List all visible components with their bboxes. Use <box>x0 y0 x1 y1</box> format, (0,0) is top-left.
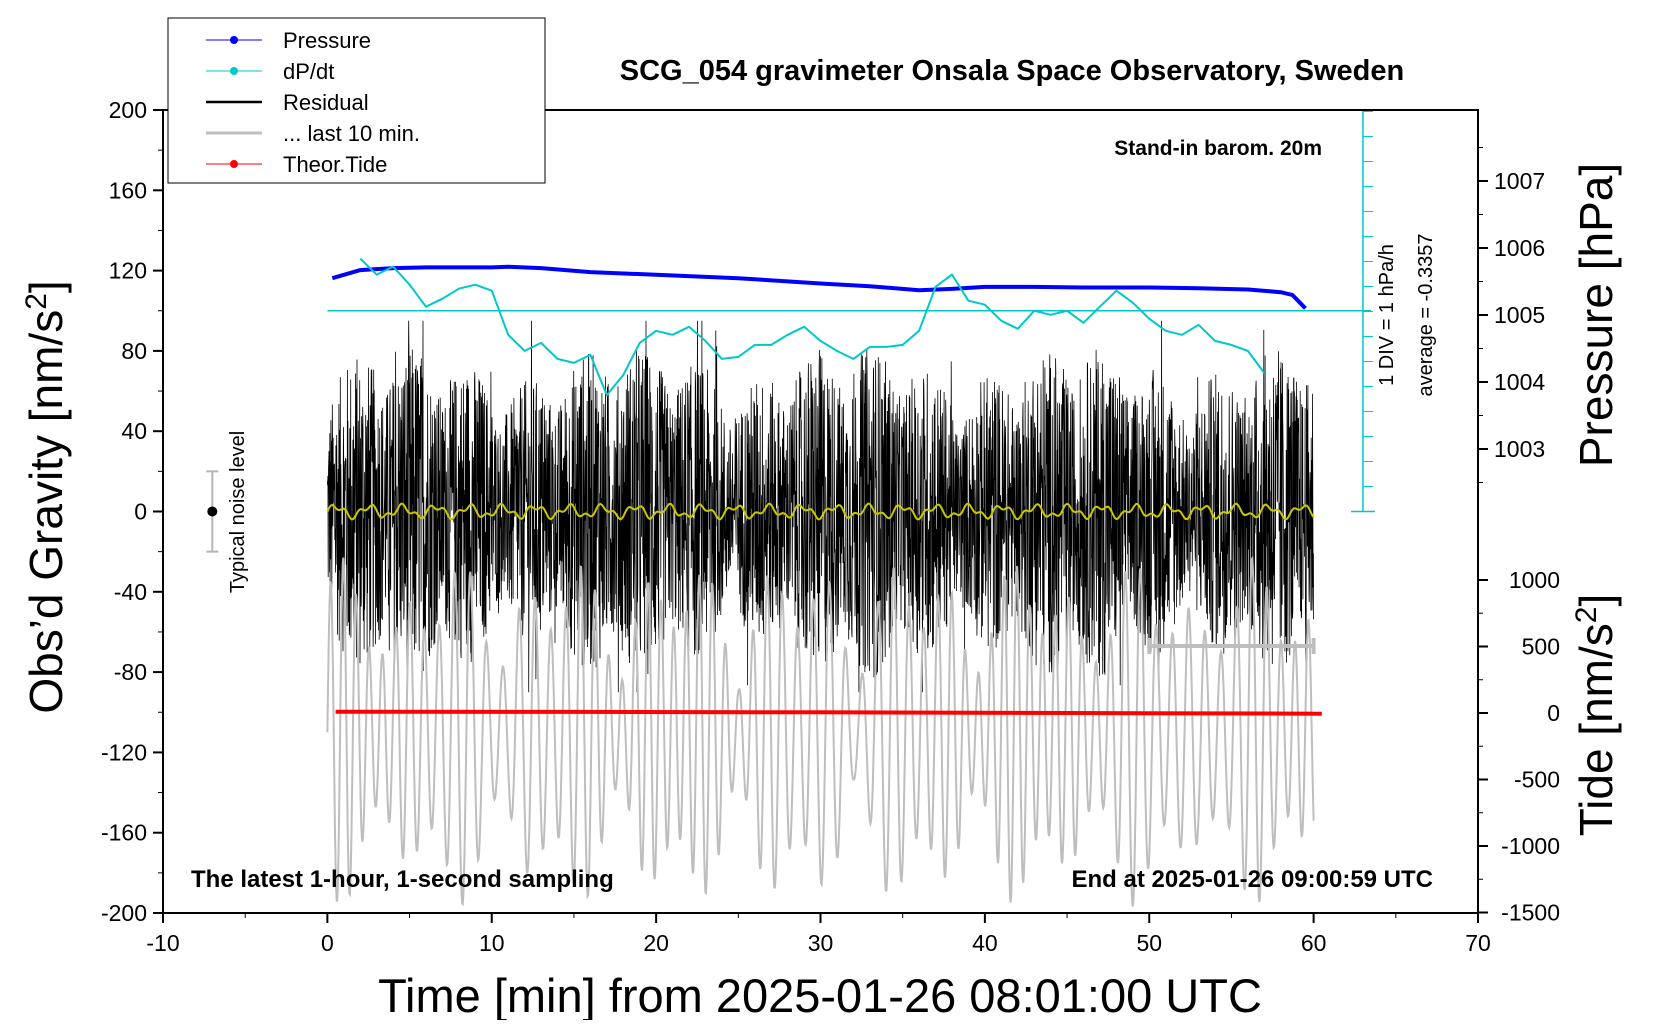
theor-tide-series <box>335 709 1322 716</box>
legend-label: Residual <box>283 90 369 115</box>
x-tick-label: 20 <box>643 930 669 956</box>
tide-tick-label: 500 <box>1522 634 1560 660</box>
y-left-tick-label: 80 <box>121 338 147 364</box>
y-right-tide-label: Tide [nm/s2] <box>1570 594 1623 837</box>
dp-dt-series <box>359 257 1266 397</box>
x-tick-label: 70 <box>1465 930 1491 956</box>
x-tick-label: 10 <box>479 930 505 956</box>
bottom-right-label: End at 2025-01-26 09:00:59 UTC <box>1072 866 1434 893</box>
y-left-tick-label: 160 <box>109 177 147 203</box>
y-left-tick-label: -120 <box>101 739 147 765</box>
y-left-tick-label: 40 <box>121 418 147 444</box>
x-tick-label: 40 <box>972 930 998 956</box>
y-left-tick-label: -200 <box>101 900 147 926</box>
y-right-pressure-label: Pressure [hPa] <box>1570 163 1622 467</box>
pressure-tick-label: 1003 <box>1494 436 1545 462</box>
last-10-min-line <box>326 555 1315 907</box>
noise-bar-dot <box>207 506 218 517</box>
pressure-tick-label: 1006 <box>1494 235 1545 261</box>
pressure-tick-label: 1004 <box>1494 369 1545 395</box>
legend-marker <box>230 67 238 75</box>
legend-label: Theor.Tide <box>283 152 387 177</box>
residual-layer <box>326 320 1315 693</box>
x-tick-label: 30 <box>808 930 834 956</box>
y-left-tick-label: -160 <box>101 820 147 846</box>
stand-in-label: Stand-in barom. 20m <box>1114 137 1322 160</box>
div-label: 1 DIV = 1 hPa/h <box>1376 244 1398 386</box>
series-layer <box>206 110 1375 716</box>
legend-marker <box>230 36 238 44</box>
axes-layer: -10 0 10 20 30 40 50 60 70 200 160 120 80 40 0 -40 -80 -1… <box>101 97 1560 956</box>
y-left-tick-label: 0 <box>134 499 147 525</box>
y-left-tick-label: -80 <box>114 659 147 685</box>
noise-label: Typical noise level <box>227 431 249 593</box>
residual-smoothed-line <box>326 502 1315 521</box>
tide-tick-label: -1000 <box>1501 833 1560 859</box>
legend-label: dP/dt <box>283 59 334 84</box>
average-label: average = -0.3357 <box>1415 234 1437 397</box>
x-tick-label: 50 <box>1136 930 1162 956</box>
bottom-left-label: The latest 1-hour, 1-second sampling <box>191 866 614 893</box>
pressure-tick-label: 1005 <box>1494 302 1545 328</box>
x-tick-label: 0 <box>321 930 334 956</box>
x-tick-label: -10 <box>146 930 179 956</box>
x-axis-label: Time [min] from 2025-01-26 08:01:00 UTC <box>378 969 1262 1020</box>
tide-tick-label: -1500 <box>1501 900 1560 926</box>
chart-title: SCG_054 gravimeter Onsala Space Observat… <box>620 55 1404 87</box>
legend: Pressure dP/dt Residual ... last 10 min. The… <box>167 17 546 184</box>
legend-label: ... last 10 min. <box>283 121 420 146</box>
y-left-tick-label: 200 <box>109 97 147 123</box>
residual-line <box>327 320 1314 693</box>
y-left-axis-label: Obs’d Gravity [nm/s2] <box>20 280 73 713</box>
x-tick-label: 60 <box>1301 930 1327 956</box>
last-10-min-layer <box>326 555 1315 907</box>
tide-tick-label: -500 <box>1514 767 1560 793</box>
pressure-series <box>331 264 1307 310</box>
tide-tick-label: 0 <box>1547 700 1560 726</box>
tide-tick-label: 1000 <box>1509 567 1560 593</box>
legend-marker <box>230 160 238 168</box>
y-left-tick-label: -40 <box>114 579 147 605</box>
pressure-tick-label: 1007 <box>1494 168 1545 194</box>
legend-label: Pressure <box>283 28 371 53</box>
y-left-tick-label: 120 <box>109 258 147 284</box>
